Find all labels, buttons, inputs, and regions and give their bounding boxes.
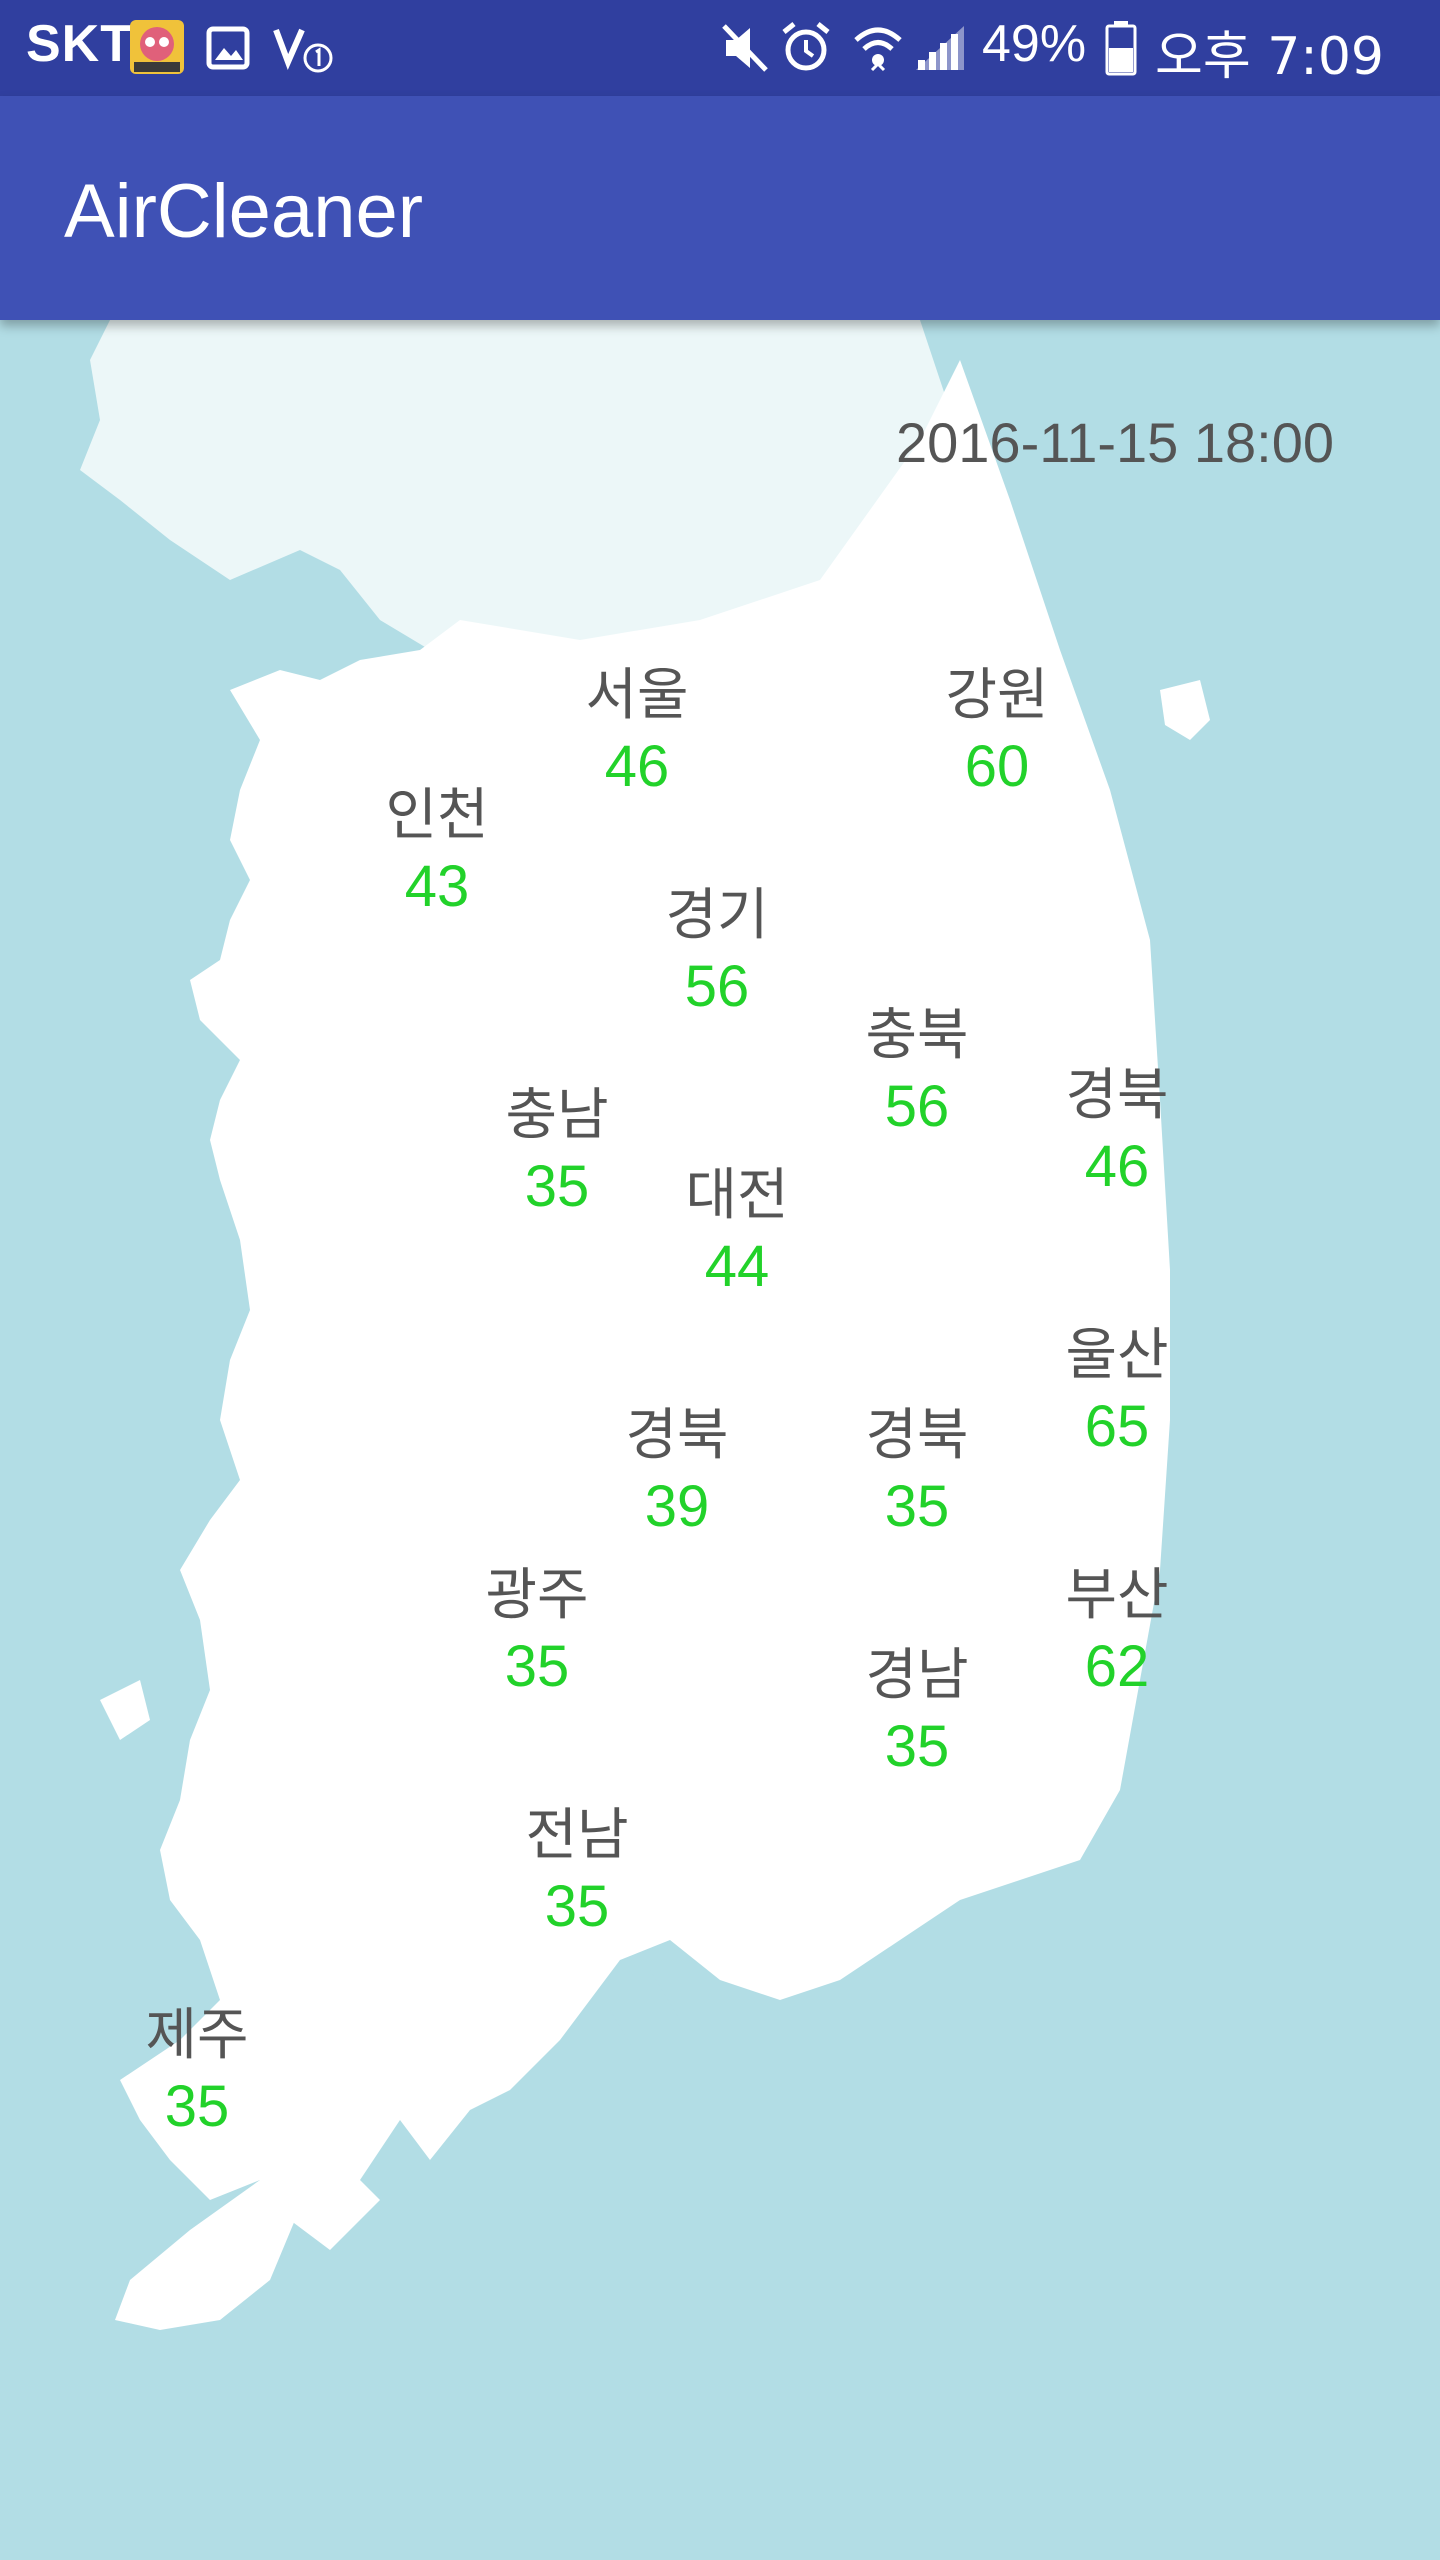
region-value: 44 — [704, 1234, 770, 1299]
air-quality-map: 2016-11-15 18:00 서울 46 강원 60 인천 43 경기 56… — [0, 320, 1440, 2560]
korea-map-illustration — [80, 320, 1210, 2330]
region-name: 경남 — [865, 1643, 969, 1708]
bay-shape-2 — [610, 1970, 680, 2060]
volte-icon — [272, 22, 336, 80]
signal-icon — [912, 22, 968, 78]
region-ulsan[interactable]: 울산 65 — [1017, 1322, 1217, 1464]
region-value: 60 — [964, 734, 1030, 799]
region-value: 39 — [644, 1474, 710, 1539]
alarm-icon — [780, 20, 832, 78]
region-value: 35 — [544, 1874, 610, 1939]
region-name: 부산 — [1065, 1563, 1169, 1628]
region-name: 인천 — [385, 783, 489, 848]
region-value: 35 — [504, 1634, 570, 1699]
region-name: 제주 — [145, 2003, 249, 2068]
region-value: 56 — [684, 954, 750, 1019]
region-gyeongbuk-north[interactable]: 경북 46 — [1017, 1062, 1217, 1204]
region-name: 경기 — [665, 883, 769, 948]
region-value: 62 — [1084, 1634, 1150, 1699]
battery-percent: 49% — [982, 15, 1087, 73]
region-name: 충북 — [865, 1003, 969, 1068]
region-incheon[interactable]: 인천 43 — [337, 782, 537, 924]
region-gyeongbuk-west[interactable]: 경북 39 — [577, 1402, 777, 1544]
region-name: 강원 — [945, 663, 1049, 728]
battery-icon — [1104, 20, 1138, 80]
region-busan[interactable]: 부산 62 — [1017, 1562, 1217, 1704]
west-island-shape-2 — [100, 1680, 150, 1740]
wifi-icon — [850, 18, 906, 78]
region-name: 경북 — [1065, 1063, 1169, 1128]
region-jeju[interactable]: 제주 35 — [97, 2002, 297, 2144]
region-gyeonggi[interactable]: 경기 56 — [617, 882, 817, 1024]
region-seoul[interactable]: 서울 46 — [537, 662, 737, 804]
region-value: 35 — [524, 1154, 590, 1219]
region-value: 65 — [1084, 1394, 1150, 1459]
region-value: 35 — [884, 1474, 950, 1539]
carrier-label: SKT — [26, 15, 133, 73]
region-name: 전남 — [525, 1803, 629, 1868]
region-jeonnam[interactable]: 전남 35 — [477, 1802, 677, 1944]
south-korea-land-shape — [120, 360, 1170, 2250]
status-bar: SKT 49% 오후 7:09 — [0, 0, 1440, 96]
region-chungnam[interactable]: 충남 35 — [457, 1082, 657, 1224]
region-value: 35 — [884, 1714, 950, 1779]
region-name: 울산 — [1065, 1323, 1169, 1388]
region-gyeongbuk-south[interactable]: 경북 35 — [817, 1402, 1017, 1544]
region-name: 대전 — [685, 1163, 789, 1228]
app-bar: AirCleaner — [0, 96, 1440, 320]
region-gangwon[interactable]: 강원 60 — [897, 662, 1097, 804]
region-value: 56 — [884, 1074, 950, 1139]
status-clock: 오후 7:09 — [1155, 27, 1384, 87]
measurement-timestamp: 2016-11-15 18:00 — [896, 411, 1334, 474]
region-name: 경북 — [625, 1403, 729, 1468]
region-name: 경북 — [865, 1403, 969, 1468]
west-island-shape — [380, 1840, 440, 1910]
region-name: 충남 — [505, 1083, 609, 1148]
region-name: 광주 — [485, 1563, 589, 1628]
region-chungbuk[interactable]: 충북 56 — [817, 1002, 1017, 1144]
region-gwangju[interactable]: 광주 35 — [437, 1562, 637, 1704]
region-daejeon[interactable]: 대전 44 — [637, 1162, 837, 1304]
region-value: 46 — [1084, 1134, 1150, 1199]
mute-icon — [720, 22, 770, 78]
region-value: 43 — [404, 854, 470, 919]
jeju-island-shape — [115, 2180, 300, 2330]
gallery-icon — [206, 26, 250, 74]
netmarble-app-icon — [128, 18, 186, 80]
ulleungdo-island-shape — [1160, 680, 1210, 740]
region-value: 46 — [604, 734, 670, 799]
bay-shape — [360, 2120, 430, 2220]
region-gyeongnam[interactable]: 경남 35 — [817, 1642, 1017, 1784]
region-name: 서울 — [585, 663, 689, 728]
app-title: AirCleaner — [64, 169, 424, 254]
region-value: 35 — [164, 2074, 230, 2139]
